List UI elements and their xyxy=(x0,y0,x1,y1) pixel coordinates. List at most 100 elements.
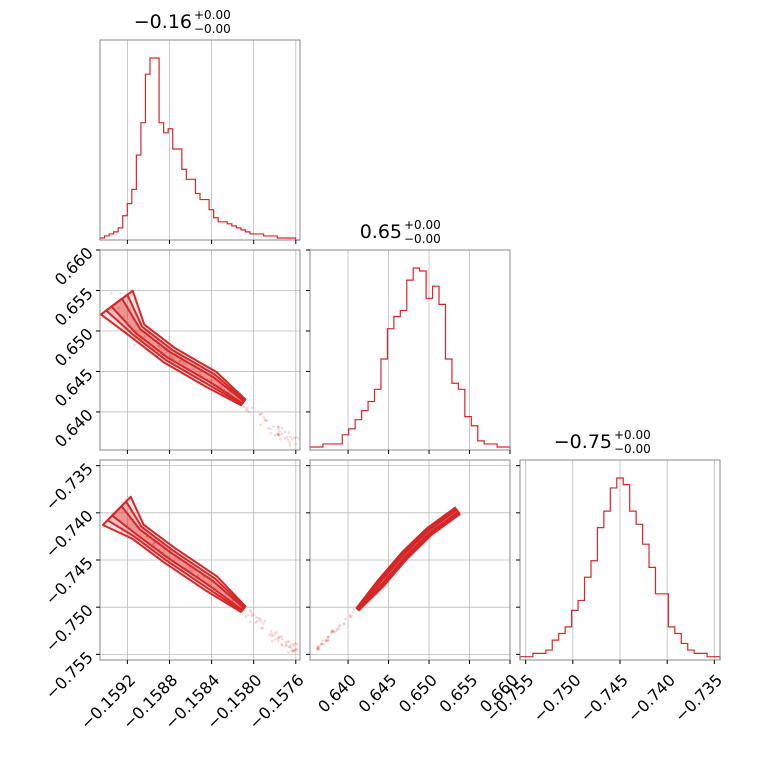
scatter-point xyxy=(316,647,319,650)
scatter-point xyxy=(331,629,334,632)
scatter-point xyxy=(273,631,277,635)
scatter-point xyxy=(244,408,248,412)
title-lower: −0.00 xyxy=(404,232,441,246)
scatter-point xyxy=(283,437,287,440)
scatter-point xyxy=(338,625,341,628)
scatter-point xyxy=(260,627,263,630)
scatter-point xyxy=(272,633,275,637)
scatter-point xyxy=(246,406,249,410)
scatter-point xyxy=(342,622,346,625)
scatter-point xyxy=(251,612,254,616)
scatter-point xyxy=(287,639,291,643)
scatter-point xyxy=(292,649,296,652)
histogram-p0 xyxy=(99,57,300,241)
scatter-point xyxy=(260,411,264,415)
scatter-point xyxy=(335,629,339,633)
histogram-p2 xyxy=(519,477,721,660)
x-tick-label: 0.645 xyxy=(355,670,401,716)
scatter-point xyxy=(259,413,262,416)
title-upper: +0.00 xyxy=(404,218,441,232)
scatter-point xyxy=(257,617,261,620)
x-tick-label: −0.740 xyxy=(624,670,679,725)
scatter-point xyxy=(248,620,252,624)
x-tick-label: 0.640 xyxy=(314,670,360,716)
scatter-point xyxy=(272,425,275,428)
scatter-point xyxy=(320,642,324,646)
scatter-point xyxy=(280,642,284,646)
title-lower: −0.00 xyxy=(194,22,231,36)
scatter-point xyxy=(264,419,267,422)
scatter-point xyxy=(178,359,182,363)
scatter-point xyxy=(277,427,280,431)
scatter-point xyxy=(173,556,177,560)
scatter-point xyxy=(290,646,293,650)
scatter-point xyxy=(288,441,291,444)
scatter-point xyxy=(261,626,264,630)
x-tick-label: 0.655 xyxy=(436,670,482,716)
scatter-point xyxy=(242,405,245,409)
scatter-point xyxy=(190,569,194,572)
scatter-point xyxy=(295,642,299,646)
scatter-point xyxy=(162,550,166,554)
scatter-point xyxy=(279,437,282,441)
scatter-point xyxy=(348,613,352,617)
scatter-point xyxy=(169,354,173,358)
scatter-point xyxy=(284,641,288,644)
y-tick-label: 0.650 xyxy=(51,324,97,370)
scatter-point xyxy=(187,566,191,569)
scatter-point xyxy=(110,291,113,295)
scatter-point xyxy=(324,639,328,643)
scatter-point xyxy=(285,643,288,647)
x-tick-label: 0.650 xyxy=(395,670,441,716)
x-tick-label: −0.745 xyxy=(577,670,632,725)
scatter-point xyxy=(246,409,249,412)
x-tick-label: −0.750 xyxy=(529,670,584,725)
title-upper: +0.00 xyxy=(194,8,231,22)
scatter-point xyxy=(332,630,336,634)
scatter-point xyxy=(133,343,136,347)
scatter-point xyxy=(349,615,353,619)
scatter-point xyxy=(291,649,294,653)
scatter-point xyxy=(254,621,257,624)
scatter-point xyxy=(316,648,320,651)
scatter-point xyxy=(295,648,299,651)
scatter-point xyxy=(262,416,266,419)
scatter-point xyxy=(280,426,284,430)
scatter-point xyxy=(196,574,200,577)
scatter-point xyxy=(317,645,321,648)
scatter-point xyxy=(280,637,284,641)
scatter-point xyxy=(326,638,330,642)
scatter-point xyxy=(269,431,272,435)
scatter-point xyxy=(184,362,188,366)
x-tick-label: −0.735 xyxy=(671,670,726,725)
scatter-point xyxy=(277,425,280,429)
scatter-point xyxy=(165,350,168,354)
scatter-point xyxy=(247,613,250,617)
scatter-point xyxy=(270,634,274,638)
scatter-point xyxy=(352,608,356,611)
scatter-point xyxy=(294,648,298,651)
y-tick-label: −0.745 xyxy=(41,553,96,608)
scatter-point xyxy=(266,426,270,430)
scatter-point xyxy=(171,356,175,360)
scatter-point xyxy=(287,645,291,649)
scatter-point xyxy=(168,354,172,358)
scatter-point xyxy=(157,344,161,348)
scatter-point xyxy=(348,615,352,618)
scatter-point xyxy=(119,291,122,295)
scatter-point xyxy=(292,644,295,647)
scatter-point xyxy=(288,645,292,649)
scatter-point xyxy=(255,615,258,619)
panel-0-0 xyxy=(99,39,301,241)
scatter-point xyxy=(244,615,248,619)
scatter-point xyxy=(332,630,336,633)
y-tick-label: −0.740 xyxy=(41,506,96,561)
scatter-point xyxy=(330,631,333,635)
scatter-point xyxy=(326,635,330,639)
scatter-point xyxy=(181,361,185,365)
scatter-point xyxy=(338,623,342,627)
scatter-point xyxy=(287,431,291,435)
scatter-point xyxy=(285,436,289,439)
scatter-point xyxy=(170,356,174,360)
scatter-point xyxy=(335,627,339,630)
